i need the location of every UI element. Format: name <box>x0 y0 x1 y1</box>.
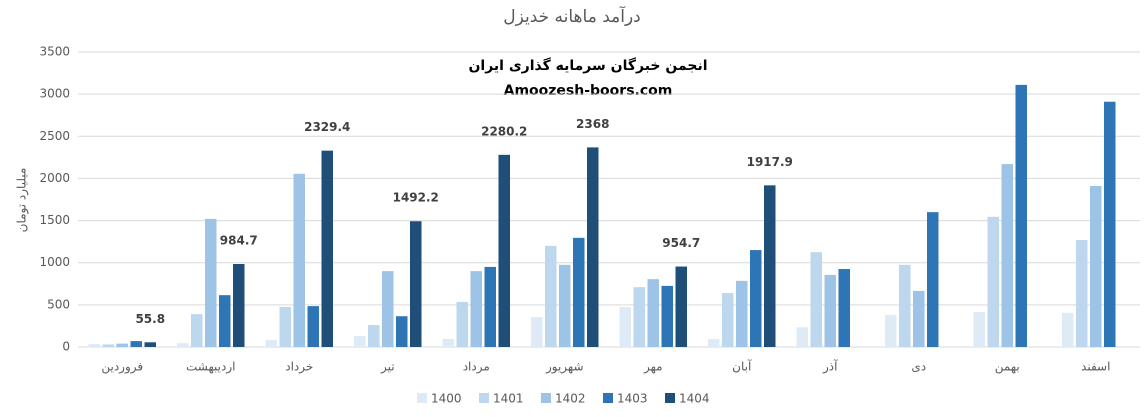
bar <box>484 266 496 347</box>
bar <box>722 293 734 347</box>
y-tick-label: 3000 <box>39 87 70 101</box>
bar <box>1076 239 1088 347</box>
bar <box>1001 164 1013 347</box>
annotation: انجمن خبرگان سرمایه گذاری ایران <box>468 57 707 74</box>
bar <box>396 316 408 347</box>
y-tick-label: 500 <box>47 297 70 311</box>
data-label: 2329.4 <box>304 120 350 134</box>
bar <box>265 339 277 347</box>
data-label: 55.8 <box>135 312 165 326</box>
bar <box>116 343 128 347</box>
legend-swatch <box>603 393 613 403</box>
bar <box>810 252 822 347</box>
bar <box>1015 84 1027 347</box>
bar <box>838 269 850 347</box>
bar <box>442 338 454 347</box>
data-label: 954.7 <box>662 236 700 250</box>
data-label: 1492.2 <box>393 191 439 205</box>
bar <box>587 147 599 347</box>
x-tick-label: دی <box>911 360 926 374</box>
y-tick-label: 0 <box>62 340 70 354</box>
bar <box>987 216 999 347</box>
x-tick-label: فروردین <box>101 360 143 375</box>
bar <box>559 264 571 347</box>
y-tick-label: 2000 <box>39 171 70 185</box>
bar <box>1104 101 1116 347</box>
bar <box>824 274 836 347</box>
bar <box>130 341 142 347</box>
x-tick-label: اردیبهشت <box>186 360 235 375</box>
bar <box>368 325 380 347</box>
legend-swatch <box>541 393 551 403</box>
bar <box>88 344 100 347</box>
data-label: 2368 <box>576 117 609 131</box>
legend-swatch <box>479 393 489 403</box>
bar <box>279 306 291 347</box>
bar <box>913 290 925 347</box>
bar <box>885 314 897 347</box>
x-tick-label: اسفند <box>1081 360 1110 374</box>
bar <box>307 306 319 347</box>
bar <box>633 287 645 347</box>
bar <box>410 221 422 347</box>
bar <box>456 301 468 347</box>
legend-label: 1401 <box>493 392 524 406</box>
bar <box>545 245 557 347</box>
data-label: 1917.9 <box>747 155 793 169</box>
x-tick-label: آبان <box>732 359 752 374</box>
y-axis-label: میلیارد تومان <box>15 168 30 233</box>
annotation: Amoozesh-boors.com <box>504 83 673 99</box>
bar <box>470 271 482 347</box>
bar <box>661 285 673 347</box>
y-tick-label: 3500 <box>39 45 70 59</box>
bar <box>1062 312 1074 347</box>
bar <box>1090 186 1102 347</box>
bar <box>102 344 114 347</box>
bar <box>144 342 156 347</box>
x-tick-label: تیر <box>380 360 395 375</box>
bar <box>191 314 203 347</box>
chart-title: درآمد ماهانه خدیزل <box>503 5 641 27</box>
legend-label: 1400 <box>431 392 462 406</box>
bar <box>382 271 394 347</box>
x-tick-label: خرداد <box>285 360 313 375</box>
bar <box>750 250 762 347</box>
bar <box>233 264 245 347</box>
y-tick-label: 1500 <box>39 213 70 227</box>
legend-label: 1402 <box>555 392 586 406</box>
bar <box>573 237 585 347</box>
bar <box>899 264 911 347</box>
bar <box>927 212 939 347</box>
x-tick-label: مرداد <box>463 360 490 375</box>
bar <box>764 185 776 347</box>
bar <box>498 154 510 347</box>
bar <box>219 295 231 347</box>
legend-label: 1404 <box>679 392 710 406</box>
y-tick-label: 2500 <box>39 129 70 143</box>
bar <box>205 218 217 347</box>
bar <box>354 336 366 347</box>
bar <box>619 306 631 347</box>
bar <box>708 338 720 347</box>
legend-swatch <box>417 393 427 403</box>
bar <box>647 279 659 347</box>
bar <box>736 280 748 347</box>
bar <box>177 343 189 347</box>
bar <box>293 173 305 347</box>
x-tick-label: بهمن <box>995 360 1020 375</box>
x-tick-label: آذر <box>822 359 838 375</box>
x-tick-label: شهریور <box>545 360 584 375</box>
legend-label: 1403 <box>617 392 648 406</box>
y-tick-label: 1000 <box>39 255 70 269</box>
data-label: 2280.2 <box>481 124 527 138</box>
bar <box>531 317 543 347</box>
data-label: 984.7 <box>220 234 258 248</box>
bar <box>796 327 808 347</box>
bar <box>321 150 333 347</box>
bar <box>675 266 687 347</box>
legend-swatch <box>665 393 675 403</box>
x-tick-label: مهر <box>643 360 663 375</box>
bar <box>973 312 985 347</box>
